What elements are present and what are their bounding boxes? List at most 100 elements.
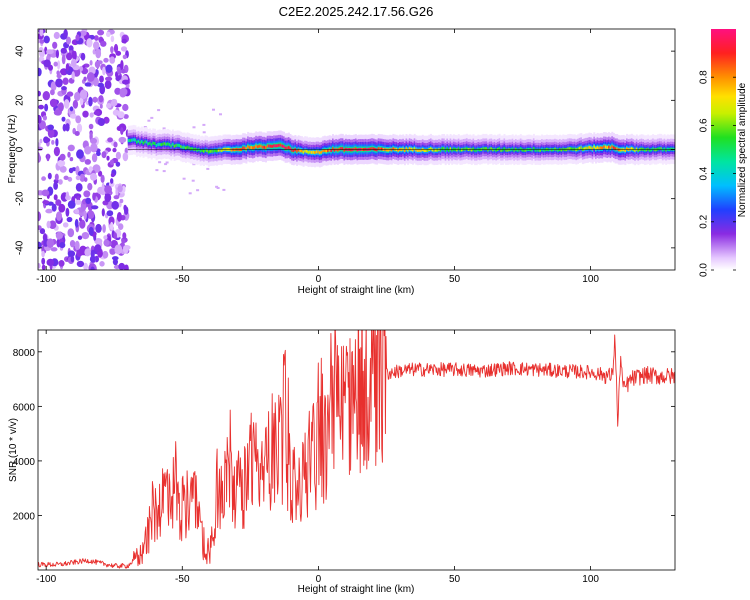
signal-cell	[253, 146, 256, 149]
noise-cell	[92, 77, 99, 87]
colorbar-label: Normalized spectral amplitude	[737, 82, 748, 217]
noise-cell	[75, 183, 83, 192]
signal-cell	[314, 151, 316, 155]
noise-cell	[109, 56, 116, 64]
signal-cell	[385, 148, 388, 152]
noise-cell	[90, 143, 98, 153]
signal-cell	[379, 147, 382, 151]
spectrogram-heatmap	[38, 29, 675, 270]
noise-cell	[121, 69, 126, 74]
noise-cell	[110, 100, 118, 107]
signal-cell	[230, 148, 233, 152]
signal-cell	[465, 147, 468, 151]
noise-cell	[81, 232, 90, 240]
noise-cell	[165, 161, 169, 164]
noise-cell	[38, 241, 42, 250]
signal-cell	[648, 148, 651, 152]
noise-cell	[150, 116, 154, 119]
signal-cell	[301, 149, 303, 153]
noise-cell	[122, 79, 130, 85]
signal-cell	[297, 148, 300, 152]
noise-cell	[123, 114, 129, 119]
noise-cell	[38, 47, 44, 52]
noise-cell	[97, 118, 106, 126]
signal-cell	[583, 147, 586, 151]
noise-cell	[222, 188, 226, 191]
noise-cell	[46, 49, 54, 55]
noise-cell	[74, 218, 79, 228]
signal-cell	[474, 148, 477, 152]
noise-cell	[54, 173, 59, 181]
noise-cell	[96, 151, 101, 157]
noise-cell	[124, 264, 129, 270]
signal-cell	[591, 147, 594, 151]
signal-cell	[207, 150, 210, 154]
signal-cell	[291, 148, 294, 152]
noise-cell	[47, 124, 54, 131]
signal-cell	[661, 148, 664, 152]
noise-cell	[38, 90, 41, 97]
noise-cell	[62, 222, 69, 228]
noise-cell	[75, 115, 82, 124]
noise-cell	[99, 103, 103, 109]
noise-cell	[42, 200, 50, 205]
signal-cell	[601, 146, 604, 150]
noise-cell	[122, 245, 129, 254]
noise-cell	[118, 201, 122, 208]
noise-cell	[86, 210, 95, 220]
x-tick-label: -50	[175, 574, 190, 585]
noise-cell	[206, 167, 210, 170]
noise-cell	[79, 65, 83, 72]
noise-cell	[77, 235, 83, 240]
noise-cell	[74, 91, 81, 102]
noise-cell	[50, 81, 57, 91]
noise-cell	[83, 262, 88, 270]
noise-cell	[59, 153, 66, 161]
noise-cell	[43, 35, 50, 44]
signal-cell	[433, 148, 436, 152]
noise-cell	[113, 195, 120, 200]
noise-cell	[116, 212, 122, 222]
signal-cell	[621, 148, 624, 152]
noise-cell	[119, 87, 128, 96]
noise-cell	[56, 70, 60, 76]
signal-cell	[534, 148, 537, 152]
y-tick-label: -20	[15, 191, 26, 206]
noise-cell	[70, 113, 77, 119]
signal-cell	[188, 146, 191, 150]
noise-cell	[121, 38, 127, 44]
signal-cell	[456, 148, 459, 152]
signal-cell	[423, 149, 426, 152]
colorbar-gradient	[711, 29, 736, 270]
signal-cell	[482, 147, 485, 151]
x-tick-label: 50	[449, 574, 461, 585]
noise-cell	[53, 109, 62, 116]
figure-title: C2E2.2025.242.17.56.G26	[279, 4, 434, 19]
signal-cell	[381, 147, 383, 151]
signal-cell	[407, 148, 410, 152]
signal-cell	[287, 145, 290, 149]
noise-cell	[98, 170, 103, 177]
noise-cell	[59, 165, 67, 173]
signal-cell	[630, 147, 633, 151]
noise-cell	[125, 83, 130, 89]
noise-cell	[61, 116, 66, 122]
noise-cell	[202, 123, 206, 126]
signal-cell	[604, 145, 607, 149]
signal-cell	[554, 147, 557, 151]
noise-cell	[53, 194, 58, 201]
noise-cell	[110, 172, 115, 178]
signal-cell	[150, 143, 153, 147]
noise-cell	[38, 225, 42, 231]
noise-cell	[90, 137, 97, 145]
noise-cell	[91, 153, 98, 163]
noise-cell	[84, 159, 92, 165]
noise-cell	[108, 216, 115, 226]
signal-cell	[332, 147, 334, 151]
noise-cell	[78, 217, 82, 222]
snr-panel: -100 -50 0 50 100 2000 4000 6000 8000 Height of…	[8, 329, 676, 595]
signal-cell	[271, 144, 274, 148]
signal-cell	[312, 150, 315, 154]
noise-cell	[106, 31, 111, 37]
